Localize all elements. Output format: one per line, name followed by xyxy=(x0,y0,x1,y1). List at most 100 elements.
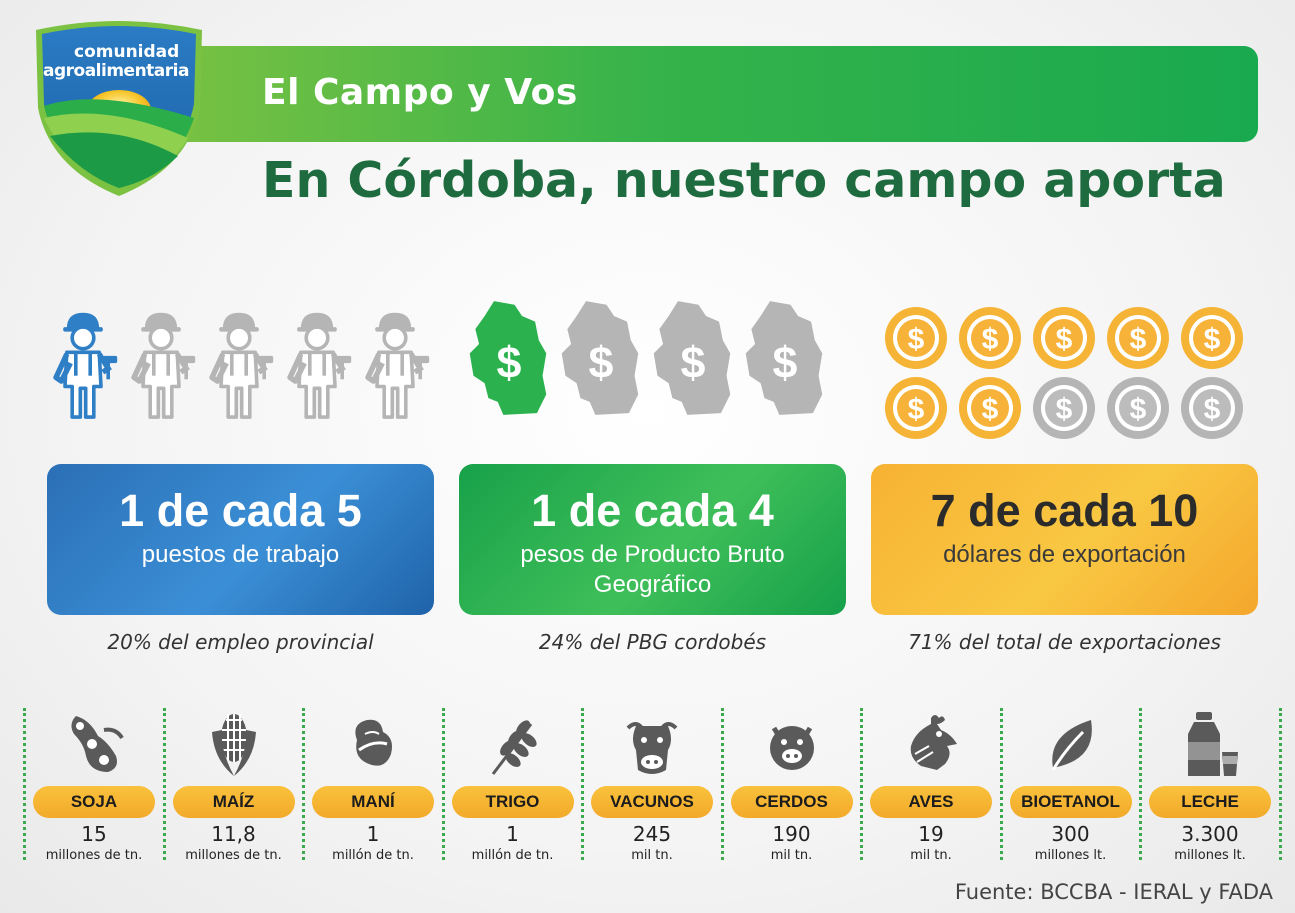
logo-text-line1: comunidad xyxy=(74,42,180,62)
product-value: 1 xyxy=(506,822,519,846)
product-unit: mil tn. xyxy=(770,848,813,863)
source-credit: Fuente: BCCBA - IERAL y FADA xyxy=(954,880,1273,904)
product-label: BIOETANOL xyxy=(1009,786,1132,818)
svg-text:$: $ xyxy=(908,393,925,426)
product-value: 1 xyxy=(366,822,380,846)
product-unit: mil tn. xyxy=(910,848,952,863)
cow-icon xyxy=(622,710,682,780)
stat-card-empleo: 1 de cada 5 puestos de trabajo xyxy=(47,464,434,615)
stat-note-pbg: 24% del PBG cordobés xyxy=(538,630,767,654)
logo-shield-icon xyxy=(36,21,202,196)
product-unit: millones de tn. xyxy=(45,848,143,863)
product-label: SOJA xyxy=(33,786,155,818)
dollar-coin-icon: $ xyxy=(884,306,948,374)
product-unit: millones lt. xyxy=(1174,848,1246,863)
dollar-coin-icon: $ xyxy=(1106,306,1170,374)
worker-icon xyxy=(47,304,119,428)
wheat-icon xyxy=(483,710,543,780)
svg-text:$: $ xyxy=(588,338,613,388)
product-value: 245 xyxy=(632,822,672,846)
product-label: TRIGO xyxy=(451,786,574,818)
product-item-cerdos: CERDOS 190 mil tn. xyxy=(724,708,860,868)
header-banner xyxy=(150,46,1258,142)
product-label: AVES xyxy=(870,786,992,818)
page-title: En Córdoba, nuestro campo aporta xyxy=(262,152,1226,209)
dollar-coin-icon: $ xyxy=(1032,376,1096,444)
worker-icon xyxy=(203,304,275,428)
product-divider xyxy=(302,708,305,860)
product-label: MANÍ xyxy=(312,786,434,818)
peanut-icon xyxy=(343,710,403,780)
dollar-coin-icon: $ xyxy=(1180,376,1244,444)
product-label: LECHE xyxy=(1149,786,1271,818)
province-dollar-icon: $ xyxy=(742,294,826,426)
stat-headline: 1 de cada 4 xyxy=(531,485,774,536)
svg-text:$: $ xyxy=(680,338,705,388)
product-divider xyxy=(1139,708,1142,860)
product-value: 15 xyxy=(81,822,107,846)
dollar-coin-icon: $ xyxy=(884,376,948,444)
product-unit: millones lt. xyxy=(1034,848,1107,863)
product-item-aves: AVES 19 mil tn. xyxy=(863,708,999,868)
product-value: 300 xyxy=(1051,822,1090,846)
worker-icon xyxy=(281,304,353,428)
svg-text:$: $ xyxy=(1056,393,1073,426)
worker-icon xyxy=(359,304,431,428)
milk-icon xyxy=(1180,710,1240,780)
product-item-leche: LECHE 3.300 millones lt. xyxy=(1142,708,1278,868)
product-unit: mil tn. xyxy=(631,848,673,863)
leaf-icon xyxy=(1041,710,1101,780)
product-divider xyxy=(860,708,863,860)
svg-text:$: $ xyxy=(1130,323,1147,356)
svg-text:$: $ xyxy=(1204,393,1221,426)
soybean-icon xyxy=(64,710,124,780)
stat-subtitle: puestos de trabajo xyxy=(141,541,340,568)
product-label: VACUNOS xyxy=(591,786,713,818)
svg-text:$: $ xyxy=(1056,323,1073,356)
product-item-soja: SOJA 15 millones de tn. xyxy=(26,708,162,868)
banner-title: El Campo y Vos xyxy=(262,72,578,113)
corn-icon xyxy=(204,710,264,780)
stat-card-exportacion: 7 de cada 10 dólares de exportación xyxy=(871,464,1258,615)
province-dollar-icon: $ xyxy=(650,294,734,426)
product-divider xyxy=(23,708,26,860)
product-unit: millón de tn. xyxy=(471,848,554,863)
product-divider xyxy=(441,708,445,860)
stat-subtitle: pesos de Producto Bruto xyxy=(520,541,785,568)
workers-icon-group xyxy=(47,300,447,440)
svg-text:$: $ xyxy=(982,323,999,356)
worker-icon xyxy=(125,304,197,428)
coins-icon-group: $ $ $ $ $ $ $ $ $ xyxy=(884,300,1256,440)
product-item-maní: MANÍ 1 millón de tn. xyxy=(305,708,441,868)
product-divider xyxy=(999,708,1003,860)
product-item-bioetanol: BIOETANOL 300 millones lt. xyxy=(1003,708,1139,868)
stat-subtitle: dólares de exportación xyxy=(943,541,1186,568)
province-dollar-icon: $ xyxy=(558,294,642,426)
svg-text:$: $ xyxy=(908,323,925,356)
product-unit: millones de tn. xyxy=(185,848,282,863)
province-icon-group: $ $ $ $ xyxy=(466,300,846,440)
product-divider xyxy=(581,708,584,860)
product-item-vacunos: VACUNOS 245 mil tn. xyxy=(584,708,720,868)
product-divider xyxy=(720,708,724,860)
dollar-coin-icon: $ xyxy=(958,376,1022,444)
svg-text:$: $ xyxy=(1204,323,1221,356)
stat-note-empleo: 20% del empleo provincial xyxy=(107,630,374,654)
svg-text:$: $ xyxy=(982,393,999,426)
chicken-icon xyxy=(901,710,961,780)
product-value: 3.300 xyxy=(1181,822,1239,846)
product-label: MAÍZ xyxy=(172,786,295,818)
product-divider xyxy=(162,708,166,860)
stat-card-pbg: 1 de cada 4 pesos de Producto Bruto Geog… xyxy=(459,464,846,615)
svg-text:$: $ xyxy=(496,338,521,388)
svg-text:$: $ xyxy=(772,338,797,388)
pig-icon xyxy=(762,710,822,780)
product-label: CERDOS xyxy=(730,786,853,818)
dollar-coin-icon: $ xyxy=(1106,376,1170,444)
svg-text:$: $ xyxy=(1130,393,1147,426)
dollar-coin-icon: $ xyxy=(1180,306,1244,374)
dollar-coin-icon: $ xyxy=(958,306,1022,374)
stat-subtitle-line2: Geográfico xyxy=(593,571,712,598)
dollar-coin-icon: $ xyxy=(1032,306,1096,374)
product-value: 19 xyxy=(918,822,944,846)
